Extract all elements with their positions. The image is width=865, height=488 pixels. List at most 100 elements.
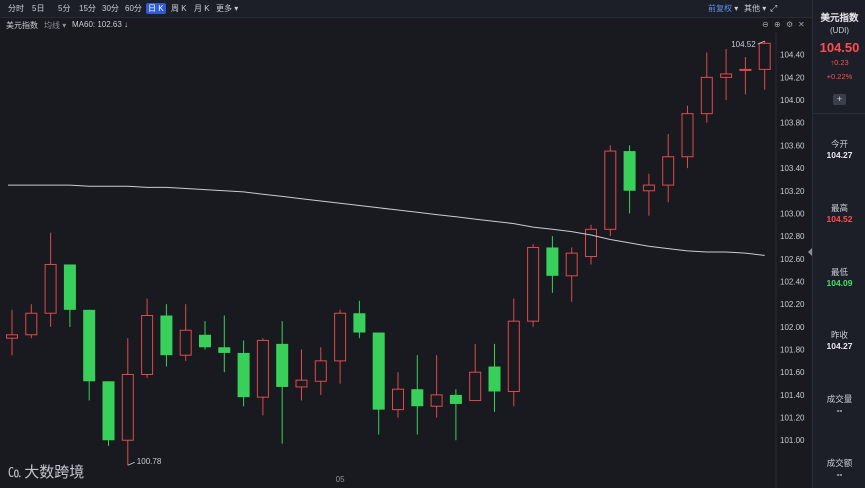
add-watchlist-button[interactable]: + — [833, 94, 846, 105]
stat-value-open: 104.27 — [826, 150, 853, 160]
more-periods-menu[interactable]: 更多 ▾ — [214, 3, 240, 14]
y-tick-label: 102.20 — [780, 300, 805, 309]
candle-body-up — [720, 73, 733, 78]
max-price-label: 104.52 — [731, 40, 756, 49]
stat-value-high: 104.52 — [826, 214, 853, 224]
more-periods-label: 更多 — [216, 4, 232, 13]
period-tab-60min[interactable]: 60分 — [125, 4, 142, 13]
candle-body-up — [256, 339, 269, 398]
other-dropdown[interactable]: 其他 ▾ — [742, 3, 768, 14]
y-tick-label: 102.60 — [780, 255, 805, 264]
y-tick-label: 101.80 — [780, 346, 805, 355]
period-tab-5day[interactable]: 5日 — [32, 4, 45, 13]
period-tab-weekly-k[interactable]: 周 K — [171, 4, 187, 13]
y-tick-label: 104.00 — [780, 96, 805, 105]
candle-body-up — [585, 228, 597, 258]
y-tick-label: 101.60 — [780, 368, 805, 377]
quote-panel: 美元指数 (UDI) 104.50 ↑0.23 +0.22% + 今开 104.… — [812, 0, 865, 488]
candle-body-up — [469, 371, 482, 402]
candle-body-down — [199, 334, 211, 348]
y-tick-label: 102.00 — [780, 323, 805, 332]
candle-body-up — [392, 388, 404, 411]
y-tick-label: 103.20 — [780, 187, 805, 196]
y-tick-label: 103.00 — [780, 209, 805, 218]
candle-body-down — [237, 352, 250, 398]
candle-body-down — [372, 332, 385, 410]
period-tab-monthly-k[interactable]: 月 K — [194, 4, 210, 13]
candle-body-up — [739, 68, 752, 71]
period-tab-timeshare[interactable]: 分时 — [8, 4, 24, 13]
x-tick-label: 05 — [336, 475, 345, 484]
candle-body-down — [623, 151, 636, 191]
y-tick-label: 104.20 — [780, 73, 805, 82]
quote-change-value: 0.23 — [834, 58, 849, 67]
candle-body-down — [160, 315, 173, 356]
period-tab-5min[interactable]: 5分 — [58, 4, 71, 13]
y-tick-label: 104.40 — [780, 51, 805, 60]
candle-body-up — [565, 252, 578, 277]
quote-price: 104.50 — [819, 40, 860, 55]
candle-body-down — [218, 347, 231, 353]
fullscreen-icon[interactable]: ⤢ — [770, 3, 778, 13]
gear-icon[interactable]: ⚙ — [786, 20, 794, 29]
indicator-dropdown[interactable]: 均线 ▾ — [44, 20, 66, 31]
candlestick-chart[interactable]: 104.40 104.20 104.00 103.80 103.60 103.40 103.… — [0, 32, 812, 488]
candle-body-down — [546, 247, 559, 276]
arrow-up-icon: ↑ — [830, 58, 835, 67]
stat-label-turnover: 成交额 — [826, 458, 853, 468]
stat-label-low: 最低 — [830, 267, 848, 277]
chevron-down-icon: ▾ — [762, 4, 767, 13]
min-label-pointer — [127, 461, 135, 466]
candle-body-up — [604, 150, 617, 230]
candle-body-up — [758, 42, 771, 70]
candle-body-up — [527, 246, 540, 322]
minus-icon[interactable]: ⊖ — [762, 20, 769, 29]
period-tab-30min[interactable]: 30分 — [102, 4, 119, 13]
candle-body-up — [44, 263, 57, 314]
indicator-bar: 美元指数 均线 ▾ MA60: 102.63 ↓ ⊖ ⊕ ⚙ ✕ — [0, 18, 812, 32]
candle-body-down — [411, 389, 424, 407]
candle-body-down — [449, 394, 462, 404]
candle-body-up — [334, 312, 347, 362]
quote-change-pct: +0.22% — [826, 72, 853, 81]
candle-body-up — [6, 334, 18, 339]
ma60-line — [8, 184, 765, 256]
candle-body-down — [102, 381, 115, 441]
stat-label-prev-close: 昨收 — [830, 330, 848, 340]
period-tab-15min[interactable]: 15分 — [79, 4, 96, 13]
candle-body-down — [63, 264, 76, 310]
candle-body-up — [295, 379, 308, 388]
chevron-down-icon: ▾ — [62, 21, 67, 30]
chevron-down-icon: ▾ — [234, 4, 239, 13]
candle-body-up — [121, 373, 134, 441]
other-label: 其他 — [744, 4, 760, 13]
adjust-dropdown[interactable]: 前复权 ▾ — [706, 3, 740, 14]
collapse-arrow-icon — [808, 248, 812, 256]
close-icon[interactable]: ✕ — [798, 20, 805, 29]
quote-code: (UDI) — [829, 26, 850, 35]
plus-icon[interactable]: ⊕ — [774, 20, 781, 29]
y-tick-label: 101.40 — [780, 391, 805, 400]
candle-body-up — [141, 315, 154, 375]
y-tick-label: 103.60 — [780, 141, 805, 150]
candle-body-up — [700, 76, 713, 115]
candle-body-down — [276, 343, 289, 387]
symbol-label: 美元指数 — [6, 21, 38, 30]
logo-icon: ㏇ — [8, 465, 21, 480]
adjust-label: 前复权 — [708, 4, 732, 13]
candle-body-up — [662, 156, 675, 186]
period-tab-daily-k[interactable]: 日 K — [146, 3, 166, 14]
candle-body-down — [353, 313, 366, 333]
stat-value-low: 104.09 — [826, 278, 853, 288]
y-tick-label: 102.80 — [780, 232, 805, 241]
min-price-label: 100.78 — [137, 457, 162, 466]
ma-readout: MA60: 102.63 ↓ — [72, 20, 128, 29]
candle-body-down — [488, 366, 501, 392]
y-tick-label: 101.20 — [780, 414, 805, 423]
stat-value-prev-close: 104.27 — [826, 341, 853, 351]
candle-body-up — [642, 184, 655, 192]
candle-body-up — [179, 329, 192, 356]
stat-value-turnover: -- — [836, 469, 843, 479]
y-tick-label: 101.00 — [780, 436, 805, 445]
